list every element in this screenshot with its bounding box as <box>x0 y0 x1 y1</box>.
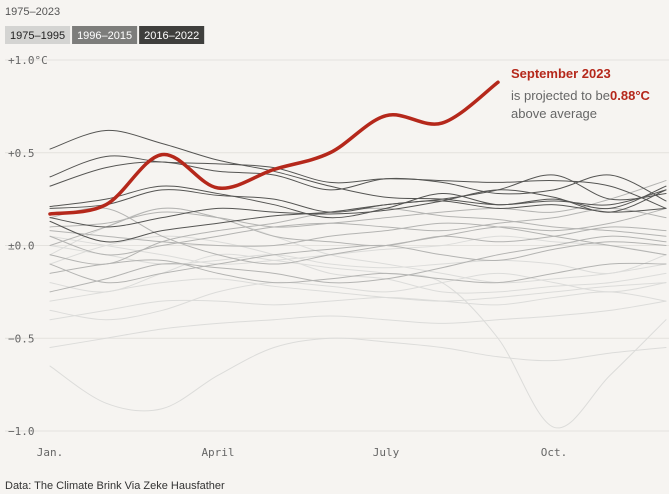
line <box>49 174 667 213</box>
line <box>49 129 667 206</box>
line <box>49 272 667 321</box>
legend-swatch <box>139 26 205 44</box>
y-tick-label: ±0.0 <box>8 240 35 253</box>
line <box>49 161 667 202</box>
line <box>49 235 667 293</box>
annotation-text: is projected to be <box>511 88 610 103</box>
y-tick-label: +1.0°C <box>8 54 48 67</box>
legend-swatch <box>5 26 71 44</box>
x-tick-label: Oct. <box>541 446 568 459</box>
line <box>49 278 667 302</box>
annotation-title: September 2023 <box>511 66 611 81</box>
source: Data: The Climate Brink Via Zeke Hausfat… <box>5 480 225 492</box>
annotation-value: 0.88°C <box>610 88 651 103</box>
line <box>49 180 667 228</box>
line <box>49 241 667 284</box>
x-tick-label: July <box>373 446 400 459</box>
line <box>49 189 667 228</box>
line <box>49 185 667 219</box>
legend-swatch <box>72 26 138 44</box>
line <box>49 235 667 294</box>
y-tick-label: +0.5 <box>8 147 35 160</box>
line <box>49 207 667 265</box>
y-tick-label: −1.0 <box>8 425 35 438</box>
line <box>49 259 667 284</box>
lines <box>48 80 667 429</box>
line <box>49 291 667 321</box>
legend-label: 2016–2022 <box>144 30 199 42</box>
highlight-line <box>48 80 500 216</box>
legend-label: 1996–2015 <box>77 30 132 42</box>
line <box>49 337 667 412</box>
line <box>49 200 667 243</box>
chart-title: 1975–2023 <box>5 6 60 18</box>
x-tick-label: April <box>201 446 234 459</box>
legend-label: 1975–1995 <box>10 30 65 42</box>
line <box>49 245 667 274</box>
legend: 1975–1995 1996–2015 2016–2022 <box>5 26 205 44</box>
line <box>49 235 667 265</box>
y-tick-label: −0.5 <box>8 332 35 345</box>
line <box>49 300 667 349</box>
annotation-text: above average <box>511 106 597 121</box>
line <box>49 207 667 256</box>
line <box>49 207 667 247</box>
x-tick-label: Jan. <box>37 446 64 459</box>
line <box>49 222 667 256</box>
